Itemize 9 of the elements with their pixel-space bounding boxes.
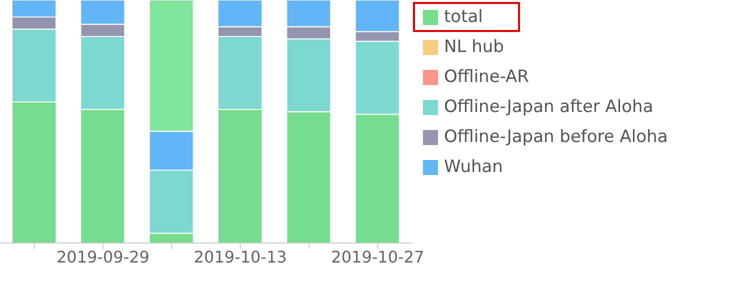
legend-label: NL hub: [444, 37, 504, 57]
legend-label: Wuhan: [444, 157, 503, 177]
legend-label: Offline-Japan before Aloha: [444, 127, 668, 147]
x-tick-label: 2019-09-29: [56, 247, 150, 266]
x-tick-label: 2019-10-27: [331, 247, 424, 266]
legend-label: total: [444, 7, 483, 27]
legend-label: Offline-Japan after Aloha: [444, 97, 654, 117]
x-tick-label: 2019-10-13: [194, 247, 287, 266]
legend-label: Offline-AR: [444, 67, 529, 87]
